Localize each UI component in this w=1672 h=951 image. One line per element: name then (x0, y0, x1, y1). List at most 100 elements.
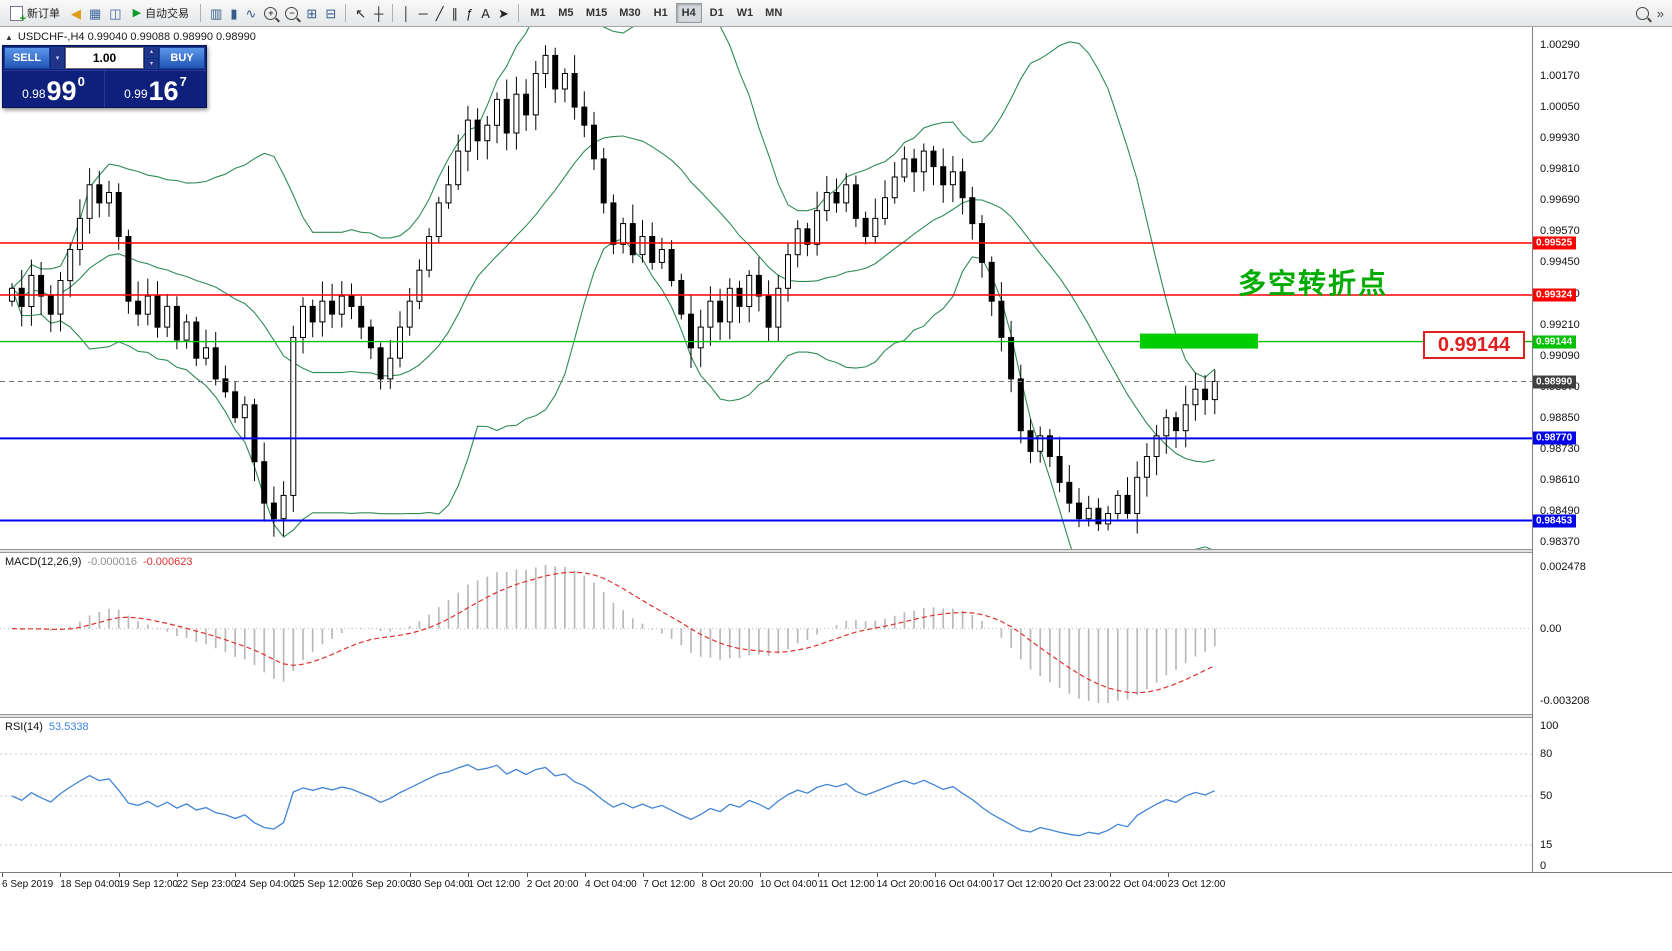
main-chart-pane (0, 27, 1532, 549)
volume-input[interactable] (65, 47, 144, 69)
buy-button[interactable]: BUY (159, 47, 205, 69)
vertical-line-button[interactable]: │ (398, 2, 414, 24)
macd-pane: MACD(12,26,9) -0.000016 -0.000623 (0, 553, 1532, 714)
time-axis-tick (993, 873, 995, 877)
volume-down-button[interactable]: ▾ (145, 58, 158, 69)
timeframe-m1-button[interactable]: M1 (525, 3, 551, 23)
timeframe-m30-button[interactable]: M30 (614, 3, 645, 23)
timeframe-m15-button[interactable]: M15 (581, 3, 612, 23)
timeframe-h1-button[interactable]: H1 (648, 3, 674, 23)
price-callout[interactable]: 0.99144 (1423, 331, 1525, 359)
time-axis-label: 2 Oct 20:00 (526, 879, 579, 890)
macd-scale-label: 0.002478 (1540, 561, 1586, 573)
bollinger-band[interactable] (11, 135, 1215, 463)
time-axis-tick (468, 873, 470, 877)
volume-up-button[interactable]: ▴ (145, 47, 158, 58)
price-axis[interactable]: 1.00290 1.00170 1.00050 0.99930 0.99810 0.996… (1532, 27, 1672, 872)
bar-chart-button[interactable]: ▥ (206, 2, 226, 24)
time-axis-tick (701, 873, 703, 877)
time-axis-label: 16 Oct 04:00 (934, 879, 993, 890)
line-chart-icon: ∿ (245, 5, 257, 21)
sell-button[interactable]: SELL (4, 47, 50, 69)
toolbar-overflow-button[interactable]: » (1653, 2, 1668, 24)
buy-price[interactable]: 0.99 16 7 (105, 71, 206, 107)
announcement-button[interactable]: ◀ (67, 2, 85, 24)
horizontal-line-button[interactable]: ─ (414, 2, 431, 24)
rsi-scale-label: 50 (1540, 790, 1553, 802)
price-axis-label: 0.99450 (1540, 256, 1580, 269)
time-axis-label: 22 Oct 04:00 (1109, 879, 1167, 890)
timeframe-w1-button[interactable]: W1 (732, 3, 759, 23)
sell-price-sup: 0 (77, 74, 85, 89)
timeframe-mn-button[interactable]: MN (760, 3, 787, 23)
macd-main-value: -0.000016 (87, 556, 137, 568)
rsi-scale-label: 0 (1540, 860, 1547, 872)
market-watch-button[interactable]: ▦ (85, 2, 105, 24)
sell-price[interactable]: 0.98 99 0 (3, 71, 104, 107)
data-window-button[interactable]: ◫ (105, 2, 125, 24)
time-axis-tick (410, 873, 412, 877)
timeframe-h4-button[interactable]: H4 (675, 3, 702, 23)
volume-dropdown-button[interactable]: ▾ (51, 47, 64, 69)
zoom-out-button[interactable]: − (281, 2, 302, 24)
crosshair-button[interactable]: ┼ (370, 2, 387, 24)
macd-scale-label: 0.00 (1540, 622, 1562, 635)
search-button[interactable] (1632, 2, 1653, 24)
time-axis-label: 14 Oct 20:00 (876, 879, 934, 890)
macd-canvas[interactable] (0, 553, 1532, 714)
toolbar: 新订单 ◀▦◫ ▶ 自动交易 ▥▮∿+−⊞⊟ ↖┼ │─╱∥ƒA➤ M1M5M1… (0, 0, 1672, 27)
price-axis-label: 0.98490 (1540, 504, 1580, 517)
main-chart-canvas[interactable] (0, 27, 1532, 549)
time-axis[interactable]: 6 Sep 2019 18 Sep 04:00 19 Sep 12:00 22 Sep… (0, 872, 1672, 951)
time-axis-tick (176, 873, 178, 877)
rsi-name: RSI(14) (5, 721, 43, 733)
time-axis-tick (2, 873, 3, 877)
buy-price-sup: 7 (179, 74, 187, 89)
time-axis-tick (60, 873, 62, 877)
equidistant-channel-button[interactable]: ∥ (448, 2, 463, 24)
chevron-down-icon: ▾ (55, 55, 60, 62)
current-price-tag: 0.98990 (1533, 375, 1577, 388)
text-button[interactable]: A (477, 2, 494, 24)
tile-windows-button[interactable]: ⊞ (302, 2, 321, 24)
zoom-in-button[interactable]: + (260, 2, 281, 24)
rsi-canvas[interactable] (0, 718, 1532, 872)
highlight-zone[interactable] (1140, 333, 1258, 349)
arrows-button[interactable]: ➤ (494, 2, 513, 24)
new-order-button[interactable]: 新订单 (4, 2, 66, 25)
trendline-button[interactable]: ╱ (432, 2, 448, 24)
cursor-button[interactable]: ↖ (351, 2, 370, 24)
price-axis-label: 0.99210 (1540, 318, 1580, 331)
timeframe-m5-button[interactable]: M5 (553, 3, 579, 23)
pane-splitter[interactable] (0, 549, 1672, 553)
candlestick-chart-button[interactable]: ▮ (226, 2, 241, 24)
chart-toolbar-group: ▥ ▮ ∿ + − ⊞ ⊟ (206, 2, 340, 24)
time-axis-label: 17 Oct 12:00 (993, 879, 1051, 890)
timeframe-d1-button[interactable]: D1 (704, 3, 730, 23)
time-axis-tick (818, 873, 820, 877)
time-axis-label: 26 Sep 20:00 (351, 879, 412, 890)
price-axis-label: 1.00170 (1540, 70, 1580, 83)
line-chart-button[interactable]: ∿ (242, 2, 261, 24)
one-click-collapse-icon[interactable]: ▲ (5, 32, 13, 42)
pointer-toolbar-group: ↖ ┼ (351, 2, 387, 24)
price-axis-label: 0.99930 (1540, 132, 1580, 145)
time-axis-tick (526, 873, 528, 877)
announcement-icon: ◀ (71, 5, 81, 21)
bollinger-band[interactable] (11, 27, 1216, 379)
time-axis-label: 4 Oct 04:00 (585, 879, 637, 890)
price-divider (104, 71, 105, 107)
cascade-windows-icon: ⊟ (325, 5, 337, 21)
fibonacci-button[interactable]: ƒ (462, 2, 477, 24)
cascade-windows-button[interactable]: ⊟ (321, 2, 340, 24)
auto-trading-label: 自动交易 (145, 8, 190, 20)
auto-trading-button[interactable]: ▶ 自动交易 (127, 2, 195, 24)
bollinger-band[interactable] (11, 238, 1215, 549)
buy-price-big: 16 (148, 76, 179, 107)
time-axis-tick (1168, 873, 1169, 877)
time-axis-label: 20 Oct 23:00 (1051, 879, 1109, 890)
pane-splitter[interactable] (0, 714, 1672, 718)
vertical-line-icon: │ (402, 5, 411, 21)
chart-annotation[interactable]: 多空转折点 (1238, 268, 1389, 299)
